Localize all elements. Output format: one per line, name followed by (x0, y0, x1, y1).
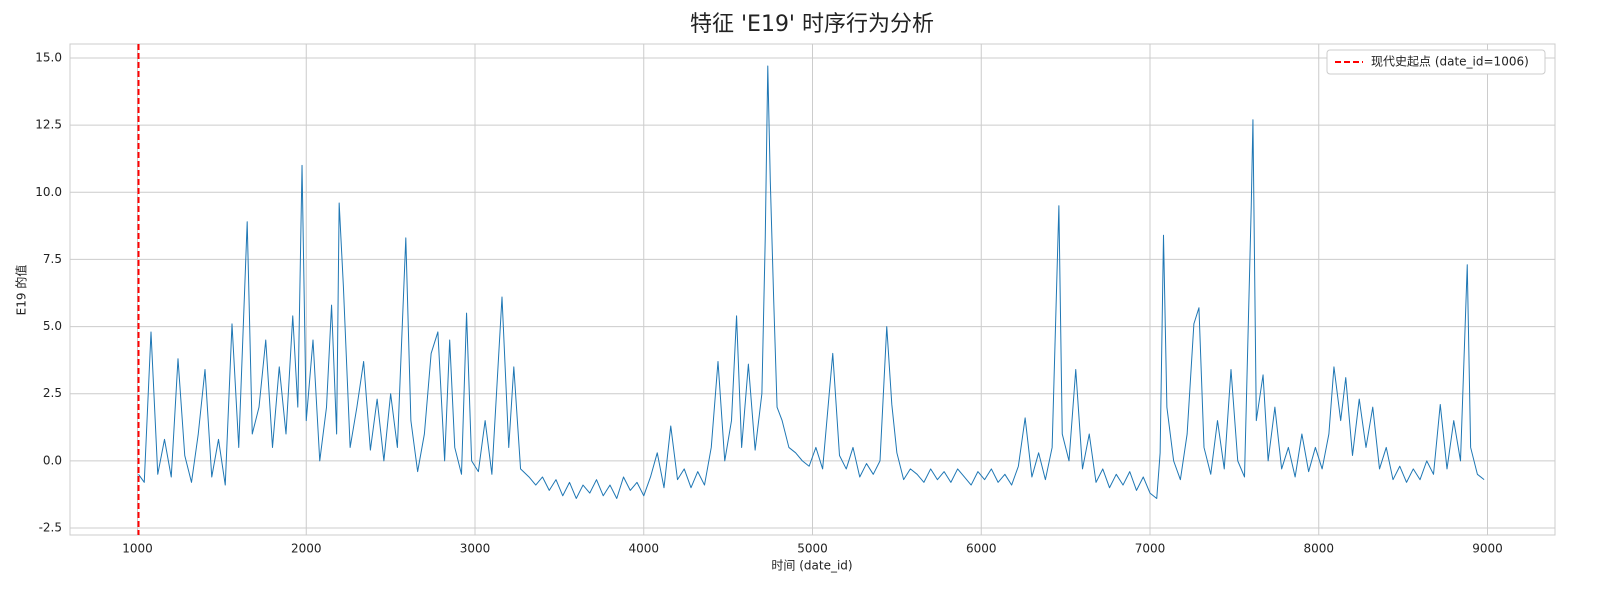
y-tick-label: 15.0 (35, 50, 62, 64)
y-tick-label: 12.5 (35, 118, 62, 132)
y-tick-label: 7.5 (43, 252, 62, 266)
x-tick-label: 3000 (460, 542, 491, 556)
x-tick-label: 2000 (291, 542, 322, 556)
x-tick-label: 9000 (1472, 542, 1503, 556)
x-axis-label: 时间 (date_id) (771, 559, 852, 573)
data-line (138, 65, 1485, 499)
x-tick-label: 6000 (966, 542, 997, 556)
legend-label: 现代史起点 (date_id=1006) (1371, 55, 1529, 69)
y-tick-label: 2.5 (43, 386, 62, 400)
y-tick-label: 10.0 (35, 185, 62, 199)
y-tick-label: 5.0 (43, 319, 62, 333)
legend-box (1326, 49, 1546, 75)
x-tick-label: 7000 (1135, 542, 1166, 556)
chart-title: 特征 'E19' 时序行为分析 (690, 12, 934, 37)
y-tick-label: -2.5 (39, 521, 62, 535)
x-tick-label: 1000 (122, 542, 153, 556)
x-tick-label: 5000 (797, 542, 828, 556)
x-tick-label: 8000 (1303, 542, 1334, 556)
x-tick-label: 4000 (628, 542, 659, 556)
y-tick-label: 0.0 (43, 453, 62, 467)
y-axis-label: E19 的值 (14, 265, 29, 316)
